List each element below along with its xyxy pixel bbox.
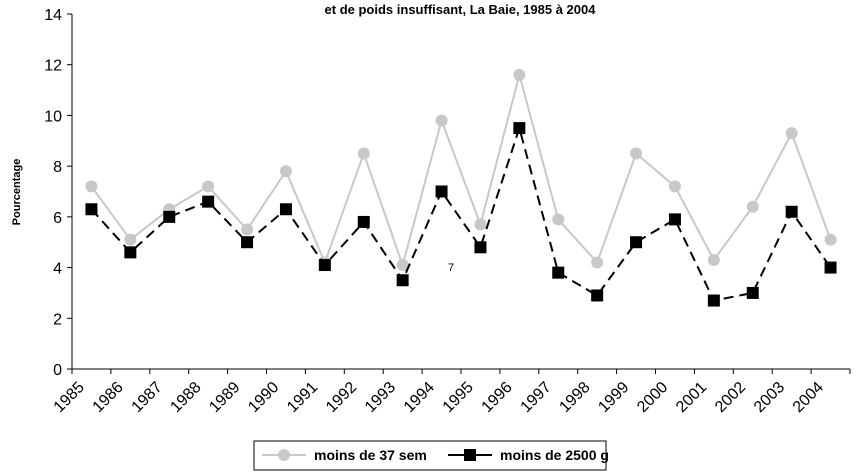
x-tick-label: 2003	[751, 379, 788, 416]
y-tick-label: 12	[44, 58, 62, 75]
point	[707, 294, 720, 307]
x-tick-label: 1990	[245, 379, 282, 416]
point	[396, 274, 409, 287]
y-tick-label: 4	[53, 261, 62, 278]
point	[124, 233, 137, 246]
x-tick-label: 1989	[206, 379, 243, 416]
series-line	[90, 70, 832, 269]
x-tick-label: 1986	[90, 379, 127, 416]
x-tick-label: 2000	[634, 379, 671, 416]
point	[668, 180, 681, 193]
point	[552, 213, 565, 226]
x-tick-label: 1999	[595, 379, 632, 416]
y-tick-label: 2	[53, 311, 62, 328]
point	[630, 236, 643, 249]
legend-box	[253, 440, 607, 471]
point	[241, 236, 254, 249]
point	[785, 127, 798, 140]
x-tick-label: 2001	[673, 379, 710, 416]
point	[668, 213, 681, 226]
point	[357, 147, 370, 160]
legend-label: moins de 2500 g	[500, 447, 609, 463]
series-line	[90, 124, 832, 302]
x-tick-label: 1995	[440, 379, 477, 416]
point	[318, 259, 331, 272]
x-tick-label: 1991	[284, 379, 321, 416]
point	[474, 241, 487, 254]
chart-title: et de poids insuffisant, La Baie, 1985 à…	[325, 2, 597, 17]
x-tick-label: 1996	[479, 379, 516, 416]
point	[591, 256, 604, 269]
point	[396, 259, 409, 272]
x-tick-label: 2004	[790, 379, 827, 416]
point	[85, 180, 98, 193]
x-tick-label: 1985	[51, 379, 88, 416]
x-tick-label: 1997	[518, 379, 555, 416]
y-tick-label: 6	[53, 210, 62, 227]
point	[85, 203, 98, 216]
point	[435, 114, 448, 127]
point	[202, 180, 215, 193]
y-axis-label: Pourcentage	[11, 159, 23, 226]
y-tick-label: 14	[44, 7, 62, 24]
legend-marker	[464, 449, 476, 461]
legend-marker	[278, 449, 290, 461]
point	[707, 253, 720, 266]
point	[124, 246, 137, 259]
point	[824, 233, 837, 246]
point	[163, 210, 176, 223]
point	[202, 195, 215, 208]
x-tick-label: 1988	[167, 379, 204, 416]
x-tick-label: 1994	[401, 379, 438, 416]
legend-label: moins de 37 sem	[314, 447, 427, 463]
point	[474, 218, 487, 231]
x-tick-label: 1992	[323, 379, 360, 416]
x-tick-label: 2002	[712, 379, 749, 416]
point	[513, 68, 526, 81]
point	[241, 223, 254, 236]
x-tick-label: 1993	[362, 379, 399, 416]
x-tick-label: 1987	[129, 379, 166, 416]
point	[279, 165, 292, 178]
y-tick-label: 0	[53, 362, 62, 379]
x-tick-label: 1998	[556, 379, 593, 416]
point	[279, 203, 292, 216]
annotation: 7	[448, 262, 454, 274]
point	[785, 205, 798, 218]
point	[746, 200, 759, 213]
point	[746, 286, 759, 299]
point	[630, 147, 643, 160]
y-tick-label: 8	[53, 159, 62, 176]
point	[591, 289, 604, 302]
point	[824, 261, 837, 274]
point	[435, 185, 448, 198]
y-tick-label: 10	[44, 108, 62, 125]
point	[357, 215, 370, 228]
point	[513, 122, 526, 135]
point	[552, 266, 565, 279]
